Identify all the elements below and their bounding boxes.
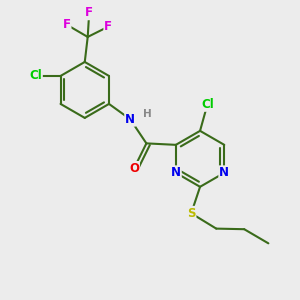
Text: F: F [104,20,112,33]
Text: N: N [171,166,181,179]
Text: H: H [143,109,152,119]
Text: N: N [219,166,229,179]
Text: Cl: Cl [29,69,42,82]
Text: F: F [62,18,70,31]
Text: N: N [125,113,135,126]
Text: O: O [129,162,139,175]
Text: F: F [85,6,93,19]
Text: Cl: Cl [201,98,214,111]
Text: S: S [187,207,196,220]
